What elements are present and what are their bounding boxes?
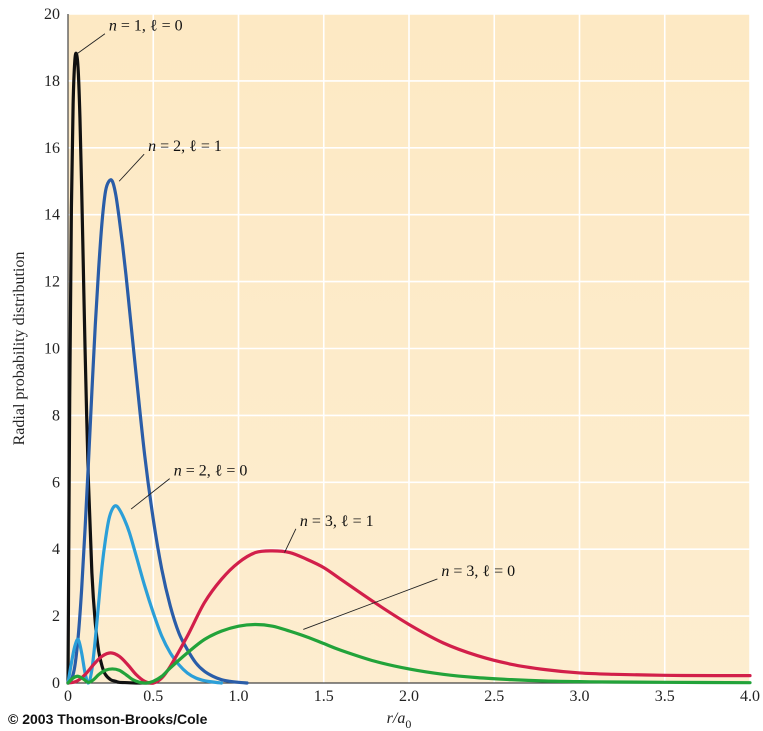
- x-tick-label: 1.0: [229, 688, 249, 705]
- x-axis-title: r/a0: [387, 710, 412, 731]
- y-tick-label: 14: [44, 207, 60, 224]
- y-tick-label: 2: [52, 608, 60, 625]
- x-tick-label: 0.5: [143, 688, 163, 705]
- annotation-label-2: n = 2, ℓ = 1: [148, 138, 222, 155]
- y-axis-title: Radial probability distribution: [11, 252, 28, 446]
- annotation-label-5: n = 3, ℓ = 0: [441, 563, 515, 580]
- x-axis-title-subscript: 0: [405, 717, 411, 731]
- annotation-label-3: n = 2, ℓ = 0: [174, 463, 248, 480]
- y-tick-label: 18: [44, 73, 60, 90]
- annotation-leader-4: [284, 528, 297, 553]
- series-line-1: [66, 51, 155, 685]
- y-tick-label: 16: [44, 140, 60, 157]
- series-line-5: [66, 622, 752, 685]
- y-tick-label: 20: [44, 6, 60, 23]
- x-tick-label: 1.5: [314, 688, 334, 705]
- y-tick-label: 4: [52, 541, 60, 558]
- annotation-label-1: n = 1, ℓ = 0: [109, 18, 183, 35]
- y-tick-label: 10: [44, 341, 60, 358]
- y-tick-label: 12: [44, 274, 60, 291]
- annotation-leader-1: [76, 33, 106, 55]
- copyright-notice: © 2003 Thomson-Brooks/Cole: [8, 711, 208, 727]
- x-tick-label: 4.0: [740, 688, 760, 705]
- x-tick-label: 0: [64, 688, 72, 705]
- x-tick-label: 2.5: [484, 688, 504, 705]
- x-tick-label: 3.0: [570, 688, 590, 705]
- x-tick-label: 3.5: [655, 688, 675, 705]
- annotation-label-4: n = 3, ℓ = 1: [300, 513, 374, 530]
- x-tick-label: 2.0: [399, 688, 419, 705]
- y-tick-label: 0: [52, 675, 60, 692]
- y-tick-label: 8: [52, 407, 60, 424]
- series-line-3: [66, 504, 224, 685]
- annotation-leader-5: [303, 578, 438, 630]
- series-line-4: [66, 549, 752, 685]
- y-tick-label: 6: [52, 474, 60, 491]
- annotation-leader-3: [130, 478, 170, 510]
- annotation-leader-2: [118, 153, 145, 182]
- series-line-2: [66, 178, 249, 685]
